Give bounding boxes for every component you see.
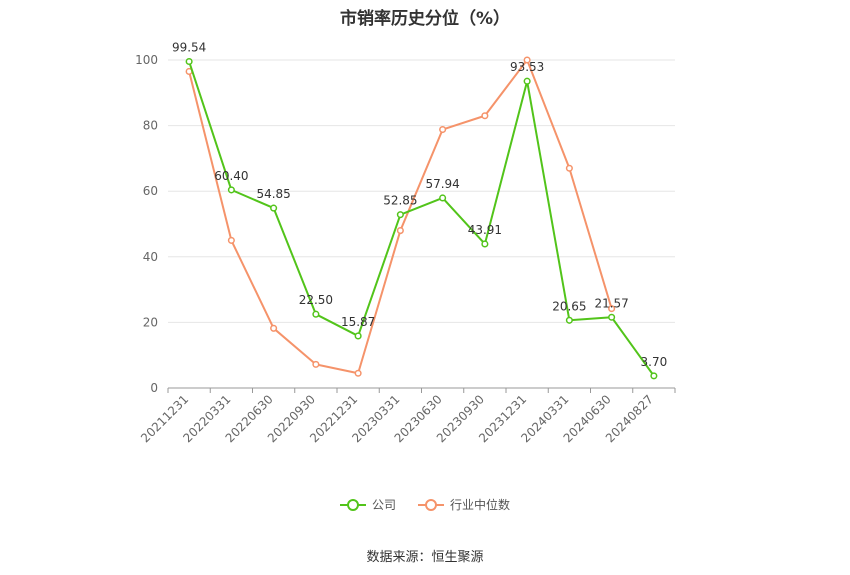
- y-tick-label: 40: [143, 250, 158, 264]
- company-series-line: [188, 61, 655, 377]
- legend-company-label: 公司: [371, 498, 396, 512]
- data-label: 60.40: [214, 169, 248, 183]
- company-data-point: [354, 332, 362, 340]
- company-data-point: [396, 211, 404, 219]
- data-label: 57.94: [425, 177, 459, 191]
- y-tick-label: 20: [143, 315, 158, 329]
- y-tick-label: 60: [143, 184, 158, 198]
- industry-median-data-point: [608, 305, 616, 313]
- data-label: 99.54: [172, 41, 206, 55]
- y-tick-label: 80: [143, 119, 158, 133]
- legend-item-company[interactable]: 公司: [339, 496, 396, 513]
- industry-median-data-point: [481, 112, 489, 120]
- y-tick-label: 0: [150, 381, 158, 395]
- industry-median-data-point: [312, 360, 320, 368]
- company-data-point: [270, 204, 278, 212]
- industry-median-data-point: [396, 227, 404, 235]
- data-label: 15.87: [341, 315, 375, 329]
- industry-median-data-point: [270, 324, 278, 332]
- data-label: 93.53: [510, 60, 544, 74]
- industry-median-data-point: [523, 56, 531, 64]
- company-data-point: [185, 57, 193, 66]
- industry-median-data-point: [439, 125, 447, 134]
- industry-median-data-point: [354, 369, 362, 377]
- data-label: 21.57: [594, 296, 628, 310]
- data-label: 22.50: [299, 293, 333, 307]
- company-data-point: [565, 316, 573, 324]
- chart-title: 市销率历史分位（%）: [339, 9, 511, 29]
- legend-industry-marker: [418, 498, 444, 511]
- legend-item-industry-median[interactable]: 行业中位数: [418, 496, 510, 513]
- company-data-point: [312, 310, 320, 318]
- legend-industry-label: 行业中位数: [450, 498, 511, 512]
- legend: 公司 行业中位数: [0, 496, 850, 513]
- company-data-point: [227, 186, 235, 194]
- legend-company-marker: [339, 498, 366, 511]
- company-data-point: [650, 372, 658, 380]
- data-label: 52.85: [383, 194, 417, 208]
- industry-median-data-point: [565, 164, 573, 172]
- company-data-point: [439, 194, 447, 202]
- data-label: 20.65: [552, 299, 586, 313]
- data-label: 3.70: [641, 355, 668, 369]
- y-tick-label: 100: [135, 53, 158, 67]
- data-label: 43.91: [468, 223, 502, 237]
- company-data-point: [523, 77, 531, 85]
- company-data-point: [608, 313, 616, 321]
- data-source-note: 数据来源：恒生聚源: [366, 550, 484, 565]
- industry-median-data-point: [227, 236, 235, 244]
- company-data-point: [481, 240, 489, 248]
- data-label: 54.85: [256, 187, 290, 201]
